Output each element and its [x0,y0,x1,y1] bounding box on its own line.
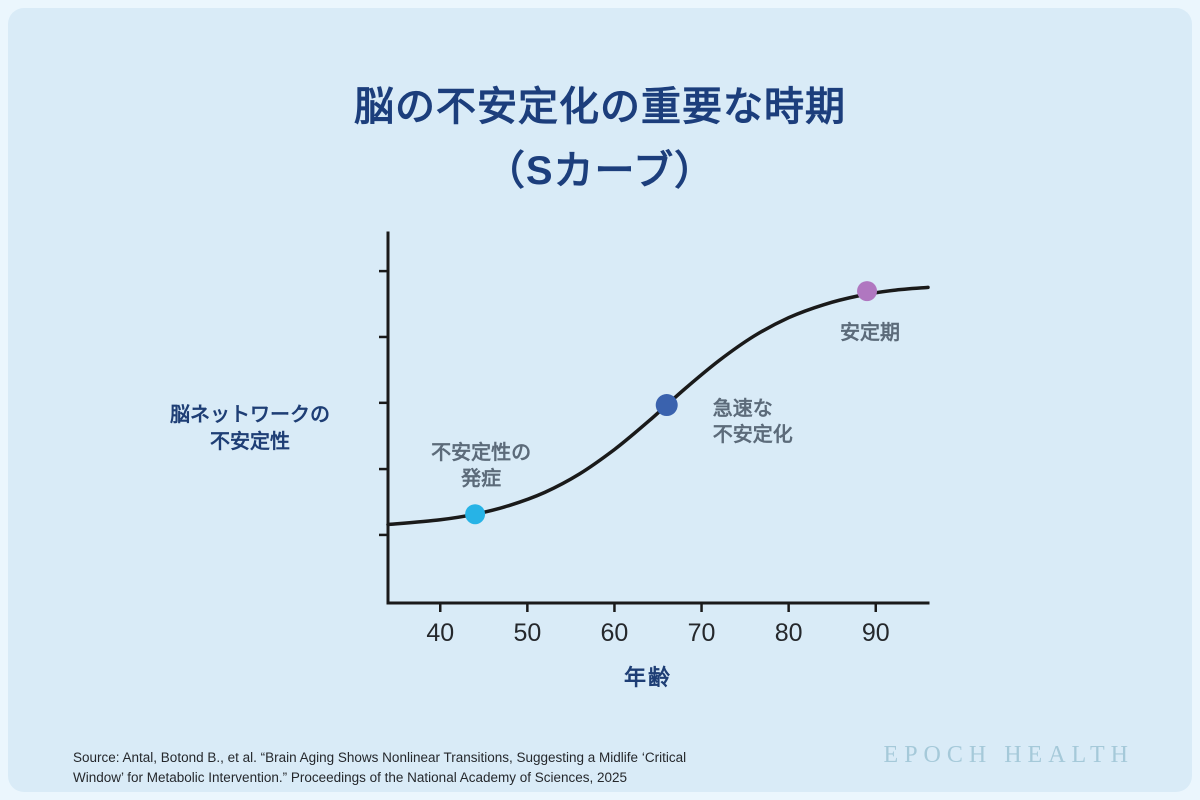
source-line2: Window’ for Metabolic Intervention.” Pro… [73,770,628,785]
x-tick-label: 50 [513,619,541,647]
data-point-2-label: 安定期 [840,320,900,344]
x-tick-label: 40 [426,619,454,647]
x-axis-label: 年齢 [623,665,672,690]
chart-title-line2: （Sカーブ） [484,149,716,193]
x-tick-label: 80 [775,619,803,647]
data-point-1-label: 急速な [713,396,773,420]
chart-axes [386,231,930,605]
data-point-0-label: 不安定性の [431,440,531,464]
source-citation: Source: Antal, Botond B., et al. “Brain … [73,748,686,788]
y-axis-label-line2: 不安定性 [210,431,290,453]
source-line1: Source: Antal, Botond B., et al. “Brain … [73,750,687,765]
chart-title-line1: 脳の不安定化の重要な時期 [354,85,846,129]
infographic-card: 脳の不安定化の重要な時期 （Sカーブ） 脳ネットワークの 不安定性 40 50 60… [8,8,1192,792]
x-tick-label: 60 [601,619,629,647]
data-point-1 [655,394,678,417]
x-tick-label: 70 [688,619,716,647]
y-axis-label-line1: 脳ネットワークの [170,404,330,426]
data-point-0 [465,504,486,525]
epoch-health-logo: EPOCH HEALTH [883,742,1134,768]
data-point-1-label: 不安定化 [713,422,793,446]
data-point-0-label: 発症 [460,466,501,490]
y-axis-label: 脳ネットワークの 不安定性 [141,402,359,456]
x-tick-label: 90 [862,619,890,647]
data-point-2 [857,281,878,302]
